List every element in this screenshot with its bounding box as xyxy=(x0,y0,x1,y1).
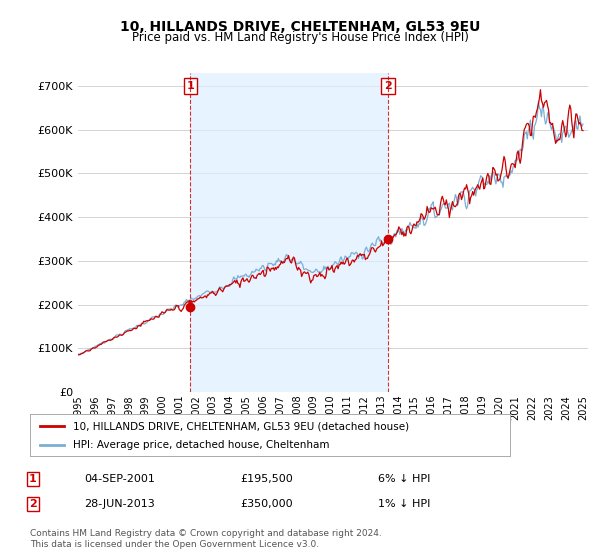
Text: 10, HILLANDS DRIVE, CHELTENHAM, GL53 9EU: 10, HILLANDS DRIVE, CHELTENHAM, GL53 9EU xyxy=(120,20,480,34)
Text: 1: 1 xyxy=(29,474,37,484)
Text: £195,500: £195,500 xyxy=(240,474,293,484)
Text: 04-SEP-2001: 04-SEP-2001 xyxy=(84,474,155,484)
Text: 10, HILLANDS DRIVE, CHELTENHAM, GL53 9EU (detached house): 10, HILLANDS DRIVE, CHELTENHAM, GL53 9EU… xyxy=(73,421,409,431)
Text: 2: 2 xyxy=(29,499,37,509)
Text: Contains HM Land Registry data © Crown copyright and database right 2024.
This d: Contains HM Land Registry data © Crown c… xyxy=(30,529,382,549)
Text: 2: 2 xyxy=(384,81,392,91)
Text: £350,000: £350,000 xyxy=(240,499,293,509)
Text: HPI: Average price, detached house, Cheltenham: HPI: Average price, detached house, Chel… xyxy=(73,440,330,450)
Text: 6% ↓ HPI: 6% ↓ HPI xyxy=(378,474,430,484)
Bar xyxy=(190,73,388,392)
Text: 28-JUN-2013: 28-JUN-2013 xyxy=(84,499,155,509)
Text: 1% ↓ HPI: 1% ↓ HPI xyxy=(378,499,430,509)
Text: Price paid vs. HM Land Registry's House Price Index (HPI): Price paid vs. HM Land Registry's House … xyxy=(131,31,469,44)
Text: 1: 1 xyxy=(187,81,194,91)
